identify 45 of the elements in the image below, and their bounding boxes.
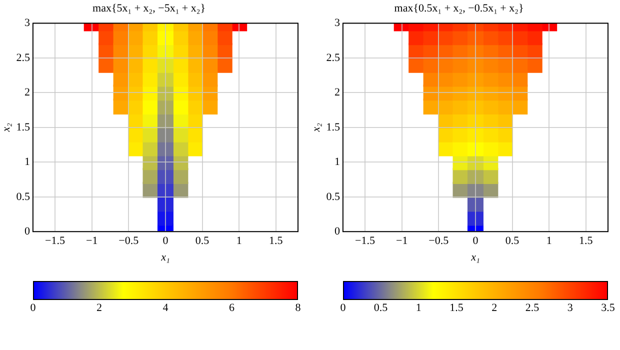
color-bar-label: 3 (567, 302, 573, 315)
color-bar-label: 3.5 (601, 302, 615, 315)
y-tick-label: 0.5 (326, 190, 340, 203)
color-bar-label: 2.5 (525, 302, 540, 315)
x-tick-label: −1.5 (355, 235, 376, 248)
x-tick-label: 0.5 (505, 235, 520, 248)
chart-title: max{5x₁ + x₂, −5x₁ + x₂} (92, 2, 206, 14)
chart-title: max{0.5x₁ + x₂, −0.5x₁ + x₂} (394, 2, 524, 14)
color-bar-label: 1.5 (450, 302, 464, 315)
color-bar-label: 2 (96, 302, 102, 315)
x-axis-title: x₁ (160, 251, 170, 264)
y-tick-label: 3 (24, 17, 30, 30)
x-tick-label: −0.5 (428, 235, 450, 248)
y-tick-label: 2 (334, 86, 340, 99)
y-tick-label: 2.5 (326, 52, 340, 64)
x-axis-title: x₁ (470, 251, 480, 264)
x-tick-label: 1 (546, 235, 552, 248)
color-bar-label: 8 (295, 302, 301, 315)
y-tick-label: 1 (334, 156, 340, 168)
x-tick-label: −1 (396, 235, 408, 248)
color-bar-label: 6 (228, 302, 234, 315)
x-tick-label: 0.5 (195, 235, 210, 248)
y-tick-label: 1.5 (16, 121, 30, 134)
y-tick-label: 1 (24, 156, 30, 168)
y-tick-label: 0 (24, 225, 30, 238)
y-tick-label: 2 (24, 86, 30, 99)
y-tick-label: 3 (334, 17, 340, 30)
x-tick-label: 1.5 (579, 235, 594, 248)
x-tick-label: −1 (86, 235, 98, 248)
x-tick-label: 1 (236, 235, 242, 248)
color-bar-label: 4 (162, 302, 168, 315)
y-tick-label: 0 (334, 225, 340, 238)
color-bar-label: 0.5 (374, 302, 388, 315)
x-tick-label: 0 (162, 235, 169, 248)
y-axis-title: x₂ (0, 122, 12, 133)
y-tick-label: 0.5 (16, 190, 30, 203)
y-tick-label: 1.5 (326, 121, 340, 134)
color-bar-label: 1 (416, 302, 422, 315)
x-tick-label: 1.5 (269, 235, 284, 248)
y-tick-label: 2.5 (16, 52, 30, 64)
color-bar-label: 2 (492, 302, 498, 315)
x-tick-label: 0 (472, 235, 479, 248)
x-tick-label: −0.5 (118, 235, 140, 248)
y-axis-title: x₂ (310, 122, 322, 133)
x-tick-label: −1.5 (45, 235, 66, 248)
